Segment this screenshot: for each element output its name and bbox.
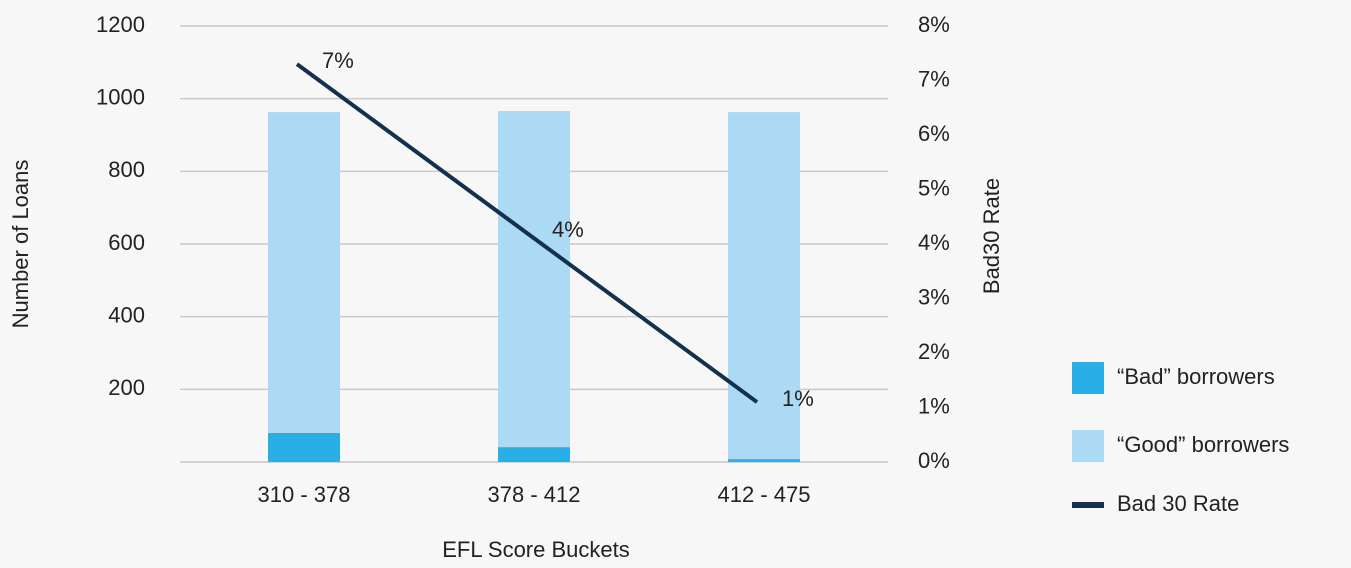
bar — [498, 447, 570, 462]
line — [295, 62, 759, 404]
data-label: 1% — [782, 386, 814, 411]
y-tick-label: 800 — [108, 157, 145, 182]
y2-axis-title: Bad30 Rate — [979, 178, 1004, 294]
bar — [268, 112, 340, 433]
x-tick-label: 310 - 378 — [258, 482, 351, 507]
legend-label: Bad 30 Rate — [1117, 491, 1239, 516]
bar — [728, 112, 800, 460]
y2-tick-label: 1% — [918, 393, 950, 418]
y2-tick-label: 6% — [918, 121, 950, 146]
x-axis-title: EFL Score Buckets — [442, 537, 629, 562]
y2-tick-label: 2% — [918, 339, 950, 364]
y2-tick-label: 0% — [918, 448, 950, 473]
y-axis-title: Number of Loans — [8, 160, 33, 329]
y-tick-label: 600 — [108, 230, 145, 255]
y-tick-label: 1200 — [96, 12, 145, 37]
bar — [728, 459, 800, 462]
legend-label: “Good” borrowers — [1117, 432, 1289, 457]
y2-tick-label: 8% — [918, 12, 950, 37]
x-tick-label: 378 - 412 — [488, 482, 581, 507]
y-tick-label: 1000 — [96, 84, 145, 109]
legend-swatch — [1072, 362, 1104, 394]
y2-tick-label: 4% — [918, 230, 950, 255]
x-tick-label: 412 - 475 — [718, 482, 811, 507]
data-label: 7% — [322, 48, 354, 73]
y2-tick-label: 5% — [918, 175, 950, 200]
y2-tick-label: 7% — [918, 66, 950, 91]
legend-label: “Bad” borrowers — [1117, 364, 1275, 389]
y2-tick-label: 3% — [918, 284, 950, 309]
legend-swatch — [1072, 502, 1104, 508]
bar — [268, 432, 340, 462]
legend-swatch — [1072, 430, 1104, 462]
bar — [498, 111, 570, 448]
y-tick-label: 200 — [108, 375, 145, 400]
data-label: 4% — [552, 217, 584, 242]
y-tick-label: 400 — [108, 302, 145, 327]
